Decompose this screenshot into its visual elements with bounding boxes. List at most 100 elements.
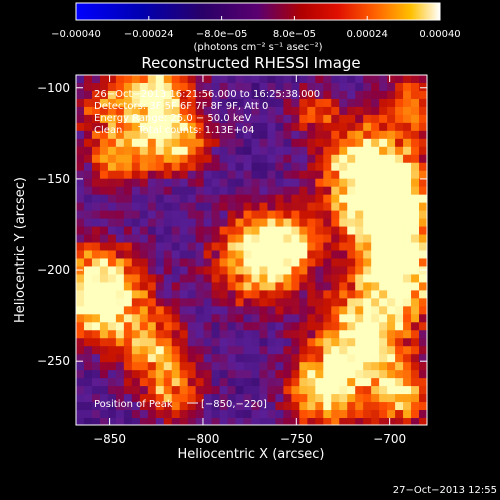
heatmap-cell (131, 75, 141, 84)
heatmap-cell (99, 258, 109, 267)
heatmap-cell (347, 402, 356, 411)
heatmap-cell (291, 170, 300, 180)
heatmap-cell (91, 362, 101, 371)
heatmap-cell (147, 146, 157, 156)
heatmap-cell (419, 130, 427, 140)
heatmap-cell (283, 218, 292, 227)
heatmap-cell (171, 418, 181, 425)
heatmap-cell (267, 306, 276, 315)
heatmap-cell (243, 250, 252, 259)
heatmap-cell (347, 330, 356, 339)
heatmap-cell (299, 186, 308, 196)
heatmap-cell (99, 122, 109, 132)
heatmap-cell (83, 322, 93, 331)
heatmap-cell (299, 210, 308, 219)
heatmap-cell (403, 306, 412, 315)
heatmap-cell (419, 362, 427, 371)
heatmap-cell (379, 82, 388, 92)
heatmap-cell (211, 258, 220, 267)
heatmap-cell (235, 386, 244, 395)
heatmap-cell (155, 122, 165, 132)
heatmap-cell (107, 354, 117, 363)
heatmap-cell (267, 82, 276, 92)
heatmap-cell (395, 330, 404, 339)
heatmap-cell (187, 378, 197, 387)
heatmap-cell (411, 210, 420, 219)
heatmap-cell (411, 354, 420, 363)
heatmap-cell (203, 306, 213, 315)
heatmap-cell (395, 338, 404, 347)
heatmap-cell (411, 362, 420, 371)
heatmap-cell (347, 75, 356, 84)
heatmap-cell (403, 266, 412, 275)
heatmap-cell (379, 386, 388, 395)
heatmap-cell (211, 330, 220, 339)
heatmap-cell (419, 418, 427, 425)
heatmap-cell (203, 146, 213, 156)
heatmap-cell (251, 410, 260, 419)
heatmap-cell (107, 178, 117, 188)
heatmap-cell (323, 234, 332, 243)
heatmap-cell (76, 394, 85, 403)
heatmap-cell (131, 314, 141, 323)
heatmap-cell (339, 298, 348, 307)
heatmap-cell (355, 250, 364, 259)
heatmap-cell (163, 306, 173, 315)
heatmap-cell (155, 258, 165, 267)
heatmap-cell (379, 298, 388, 307)
heatmap-cell (147, 130, 157, 140)
heatmap-cell (267, 258, 276, 267)
heatmap-cell (219, 386, 228, 395)
heatmap-cell (147, 314, 157, 323)
heatmap-cell (243, 90, 252, 100)
heatmap-cell (99, 274, 109, 283)
heatmap-cell (363, 402, 372, 411)
heatmap-cell (203, 274, 213, 283)
heatmap-cell (267, 106, 276, 116)
heatmap-cell (171, 178, 181, 188)
y-tick-label: −250 (37, 354, 70, 368)
heatmap-cell (283, 378, 292, 387)
heatmap-cell (115, 322, 125, 331)
heatmap-cell (331, 306, 340, 315)
heatmap-cell (115, 122, 125, 132)
heatmap-cell (195, 138, 205, 148)
heatmap-cell (339, 290, 348, 299)
heatmap-cell (259, 290, 268, 299)
heatmap-cell (163, 330, 173, 339)
heatmap-cell (147, 170, 157, 180)
heatmap-cell (155, 90, 165, 100)
heatmap-cell (323, 114, 332, 124)
heatmap-cell (387, 410, 396, 419)
heatmap-cell (371, 234, 380, 243)
heatmap-cell (211, 218, 220, 227)
heatmap-cell (379, 266, 388, 275)
heatmap-cell (251, 250, 260, 259)
heatmap-cell (387, 138, 396, 148)
heatmap-cell (195, 362, 205, 371)
heatmap-cell (267, 146, 276, 156)
heatmap-cell (131, 290, 141, 299)
heatmap-cell (187, 90, 197, 100)
heatmap-cell (363, 346, 372, 355)
heatmap-cell (203, 330, 213, 339)
heatmap-cell (76, 410, 85, 419)
heatmap-cell (171, 218, 181, 227)
heatmap-cell (315, 306, 324, 315)
heatmap-cell (411, 170, 420, 180)
heatmap-cell (76, 170, 85, 180)
heatmap-cell (179, 354, 189, 363)
heatmap-cell (259, 322, 268, 331)
heatmap-cell (259, 394, 268, 403)
heatmap-cell (195, 202, 205, 212)
heatmap-cell (363, 354, 372, 363)
heatmap-cell (323, 178, 332, 188)
heatmap-cell (219, 234, 228, 243)
heatmap-cell (267, 178, 276, 188)
heatmap-cell (371, 330, 380, 339)
heatmap-cell (291, 386, 300, 395)
heatmap-cell (259, 162, 268, 172)
heatmap-cell (147, 274, 157, 283)
heatmap-cell (203, 226, 213, 235)
heatmap-cell (171, 154, 181, 164)
